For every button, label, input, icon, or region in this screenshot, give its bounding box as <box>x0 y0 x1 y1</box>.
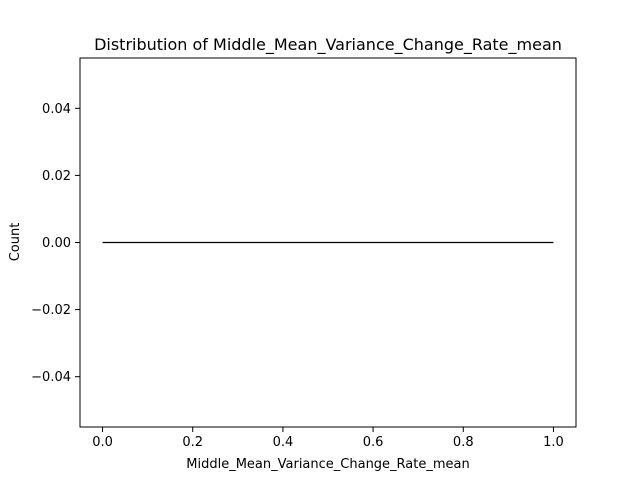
x-tick-label: 0.2 <box>182 435 203 450</box>
y-tick-label: −0.04 <box>31 370 71 385</box>
x-axis-label: Middle_Mean_Variance_Change_Rate_mean <box>186 457 469 472</box>
x-axis: 0.0 0.2 0.4 0.6 0.8 1.0 <box>92 427 564 450</box>
y-axis: −0.04 −0.02 0.00 0.02 0.04 <box>31 102 80 385</box>
chart-title: Distribution of Middle_Mean_Variance_Cha… <box>94 35 562 55</box>
x-tick-label: 0.0 <box>92 435 113 450</box>
y-tick-label: 0.04 <box>42 102 71 117</box>
y-tick-label: 0.00 <box>42 236 71 251</box>
x-tick-label: 1.0 <box>543 435 564 450</box>
x-tick-label: 0.6 <box>363 435 384 450</box>
x-tick-label: 0.4 <box>273 435 294 450</box>
y-axis-label: Count <box>8 223 23 262</box>
y-tick-label: 0.02 <box>42 169 71 184</box>
y-tick-label: −0.02 <box>31 303 71 318</box>
x-tick-label: 0.8 <box>453 435 474 450</box>
